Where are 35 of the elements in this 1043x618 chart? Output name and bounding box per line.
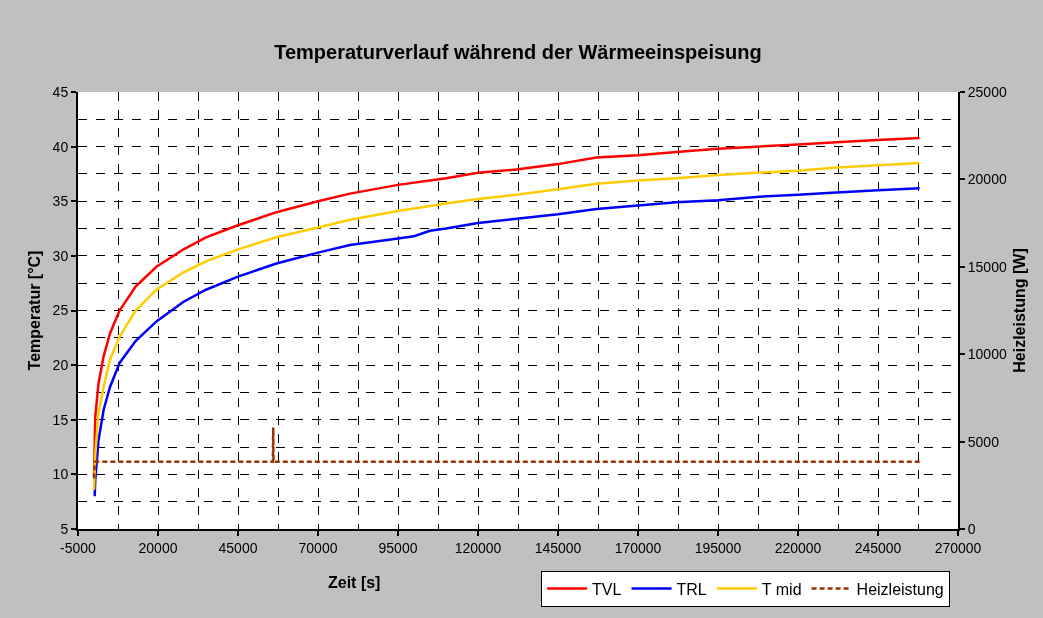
- y-tick-label: 15: [52, 411, 69, 428]
- x-tick-label: 170000: [614, 539, 662, 556]
- legend-label: TRL: [676, 580, 707, 598]
- y2-tick-label: 25000: [967, 83, 1007, 100]
- y2-tick-label: 10000: [967, 346, 1007, 363]
- legend-label: Heizleistung: [856, 580, 944, 598]
- x-tick-label: 270000: [934, 539, 982, 556]
- x-tick-label: 45000: [218, 539, 258, 556]
- y2-axis-title: Heizleistung [W]: [1011, 248, 1029, 373]
- y2-tick-label: 20000: [967, 171, 1007, 188]
- x-tick-label: 70000: [298, 539, 338, 556]
- x-tick-label: 20000: [138, 539, 178, 556]
- y-tick-label: 40: [52, 138, 69, 155]
- y-tick-label: 35: [52, 193, 69, 210]
- x-tick-label: 95000: [378, 539, 418, 556]
- y-tick-label: 5: [60, 520, 69, 537]
- y2-tick-label: 5000: [967, 433, 1000, 450]
- y2-tick-label: 15000: [967, 258, 1007, 275]
- legend-label: TVL: [592, 580, 622, 598]
- x-tick-label: 245000: [854, 539, 902, 556]
- y-tick-label: 45: [52, 83, 69, 100]
- x-tick-label: 145000: [534, 539, 582, 556]
- legend-label: T mid: [761, 580, 802, 598]
- y-tick-label: 20: [52, 357, 69, 374]
- x-tick-label: 195000: [694, 539, 742, 556]
- y-tick-label: 30: [52, 247, 69, 264]
- x-tick-label: 220000: [774, 539, 822, 556]
- y-axis-title: Temperatur [°C]: [26, 250, 44, 371]
- y-tick-label: 25: [52, 302, 69, 319]
- x-tick-label: -5000: [60, 539, 97, 556]
- x-axis-title: Zeit [s]: [328, 574, 381, 591]
- x-tick-label: 120000: [454, 539, 502, 556]
- y2-tick-label: 0: [967, 520, 976, 537]
- chart-title: Temperaturverlauf während der Wärmeeinspeisung: [274, 41, 762, 63]
- y-tick-label: 10: [52, 466, 69, 483]
